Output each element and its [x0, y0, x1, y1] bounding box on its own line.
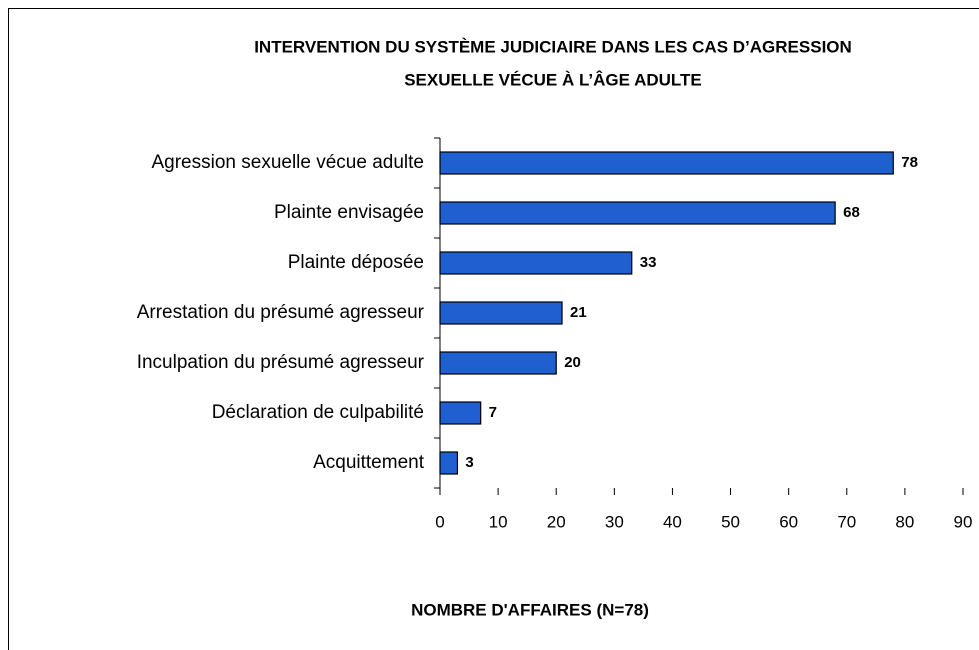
y-tick-label: Agression sexuelle vécue adulte	[151, 152, 424, 173]
y-tick-label: Déclaration de culpabilité	[212, 402, 424, 423]
bar	[439, 451, 459, 475]
x-tick-label: 90	[954, 512, 973, 531]
x-tick-label: 30	[605, 512, 624, 531]
chart-title: SEXUELLE VÉCUE À L’ÂGE ADULTE	[404, 70, 702, 89]
value-label: 68	[843, 204, 860, 221]
x-tick-label: 0	[435, 512, 444, 531]
y-tick-label: Plainte envisagée	[274, 202, 424, 223]
chart-title: INTERVENTION DU SYSTÈME JUDICIAIRE DANS …	[254, 37, 852, 56]
y-tick-label: Plainte déposée	[288, 252, 424, 273]
x-tick-label: 80	[895, 512, 914, 531]
y-tick-label: Inculpation du présumé agresseur	[137, 352, 425, 373]
value-label: 78	[901, 154, 918, 171]
frame	[8, 8, 979, 650]
x-tick-label: 10	[489, 512, 508, 531]
x-tick-label: 20	[547, 512, 566, 531]
y-tick-label: Arrestation du présumé agresseur	[137, 302, 425, 323]
y-tick-label: Acquittement	[313, 452, 425, 473]
bar	[439, 201, 836, 225]
x-tick-label: 40	[663, 512, 682, 531]
value-label: 3	[465, 454, 473, 471]
value-label: 33	[640, 254, 657, 271]
x-tick-label: 70	[837, 512, 856, 531]
x-tick-label: 50	[721, 512, 740, 531]
bar	[439, 301, 563, 325]
value-label: 7	[489, 404, 497, 421]
bar	[439, 151, 894, 175]
bar	[439, 351, 557, 375]
x-tick-label: 60	[779, 512, 798, 531]
bar	[439, 251, 633, 275]
value-label: 21	[570, 304, 587, 321]
value-label: 20	[564, 354, 581, 371]
x-axis-label: NOMBRE D'AFFAIRES (N=78)	[411, 600, 649, 619]
bar	[439, 401, 482, 425]
